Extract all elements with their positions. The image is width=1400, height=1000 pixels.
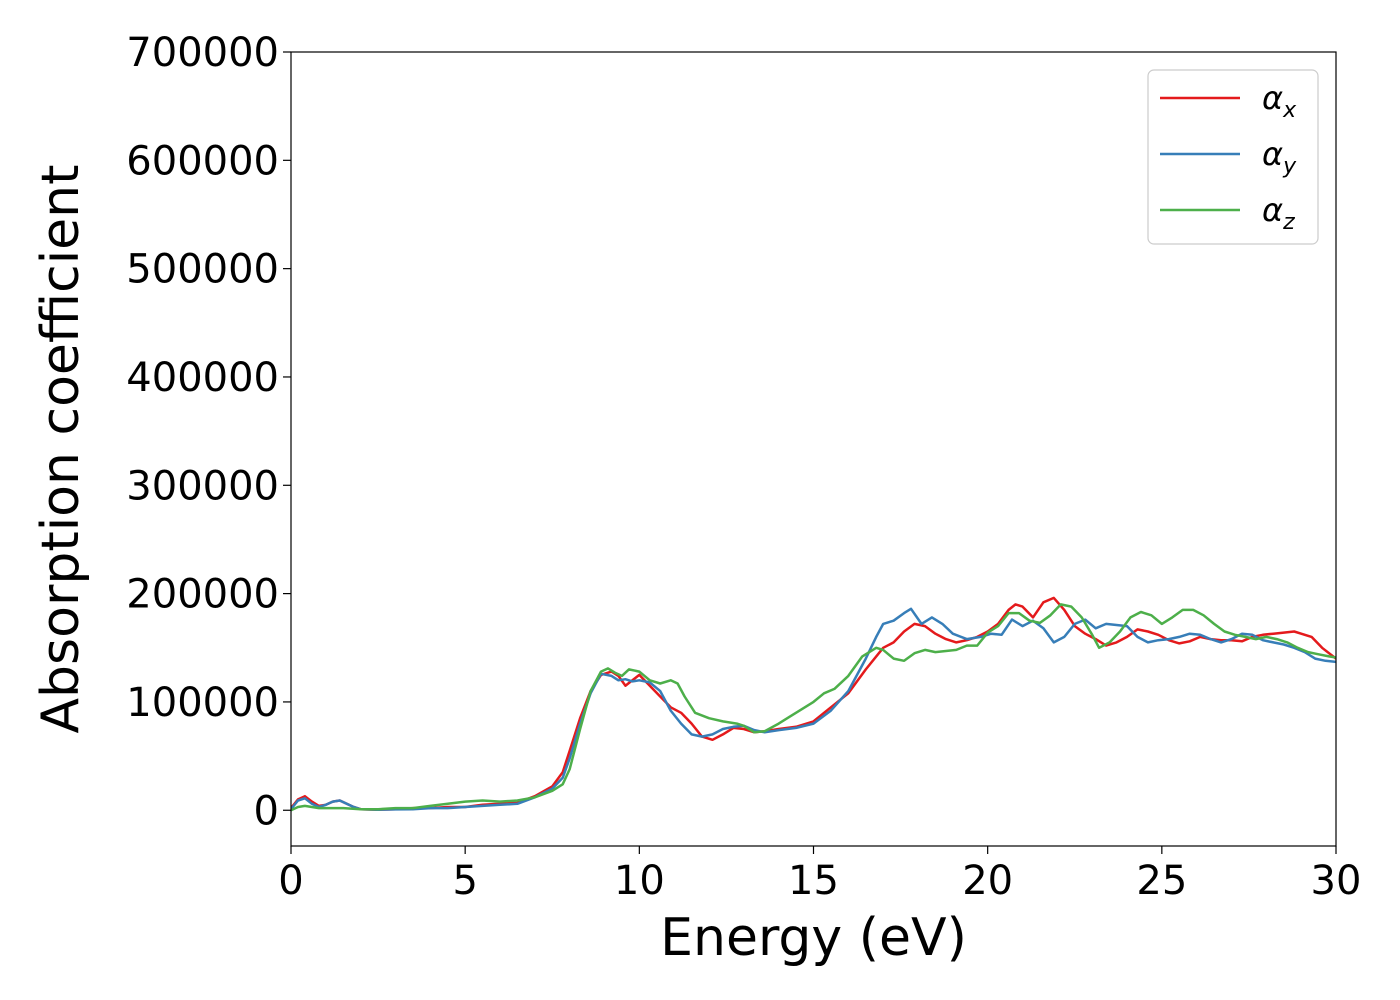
x-tick-label: 5 [452, 858, 477, 904]
y-tick-label: 400000 [126, 355, 279, 401]
y-tick-label: 100000 [126, 680, 279, 726]
x-tick-label: 20 [962, 858, 1013, 904]
x-tick-label: 30 [1311, 858, 1362, 904]
series-line-y [291, 607, 1336, 811]
y-axis-title: Absorption coefficient [31, 164, 91, 733]
x-tick-label: 25 [1136, 858, 1187, 904]
x-tick-label: 0 [278, 858, 303, 904]
y-tick-label: 500000 [126, 247, 279, 293]
series-layer [291, 596, 1336, 812]
y-tick-label: 0 [254, 788, 279, 834]
y-tick-label: 300000 [126, 463, 279, 509]
y-tick-label: 600000 [126, 138, 279, 184]
legend-label-x: αx [1262, 79, 1297, 123]
y-tick-label: 700000 [126, 30, 279, 76]
series-line-z [291, 603, 1336, 812]
legend-box [1147, 69, 1319, 245]
y-tick-label: 200000 [126, 572, 279, 618]
x-tick-label: 15 [788, 858, 839, 904]
x-tick-label: 10 [614, 858, 665, 904]
series-line-x [291, 596, 1336, 811]
ticks-layer: 0 5 10 15 20 25 30 0 100000 200000 300000 400000 500… [126, 30, 1361, 904]
x-axis-title: Energy (eV) [660, 908, 967, 968]
